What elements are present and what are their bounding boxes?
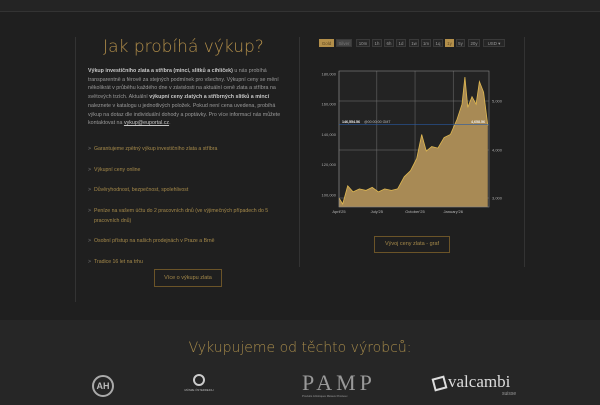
gold-price-chart[interactable]: April'25 July'25 October'25 January'26 100,0…: [300, 60, 525, 220]
right-tick-label: 3,000: [492, 196, 503, 201]
crosshair-right-value: 4,658.56: [471, 120, 485, 124]
currency-select[interactable]: USD ▾: [483, 39, 505, 47]
pamp-subtitle: Produits Artistiques Métaux Précieux: [302, 394, 348, 398]
range-1w-button[interactable]: 1w: [409, 39, 419, 47]
range-1d-button[interactable]: 1d: [396, 39, 406, 47]
feature-item: Peníze na vašem účtu do 2 pracovních dnů…: [88, 206, 293, 226]
range-6h-button[interactable]: 6h: [384, 39, 394, 47]
valcambi-logo: valcambi: [448, 372, 511, 391]
x-tick-label: October'25: [405, 209, 425, 214]
argor-heraeus-logo: AH: [92, 375, 114, 397]
pamp-logo: PAMP: [302, 370, 376, 395]
feature-item: Garantujeme zpětný výkup investičního zl…: [88, 144, 293, 154]
range-10m-button[interactable]: 10m: [356, 39, 370, 47]
crosshair-time: @00:00:00 GMT: [364, 120, 391, 124]
feature-item: Důvěryhodnost, bezpečnost, spolehlivost: [88, 185, 293, 195]
y-tick-label: 180,000: [322, 72, 337, 77]
x-tick-label: July'25: [371, 209, 384, 214]
more-about-buyback-button[interactable]: Více o výkupu zlata: [154, 269, 222, 287]
range-5y-button[interactable]: 5y: [456, 39, 465, 47]
range-1y-button[interactable]: 1y: [445, 39, 454, 47]
metal-silver-button[interactable]: Silver: [336, 39, 352, 47]
range-20y-button[interactable]: 20y: [468, 39, 480, 47]
y-tick-label: 100,000: [322, 192, 337, 197]
right-tick-label: 5,000: [492, 99, 503, 104]
valcambi-subtitle: suisse: [502, 391, 517, 397]
y-tick-label: 160,000: [322, 102, 337, 107]
intro-text-3: .: [169, 120, 171, 127]
feature-item: Tradice 16 let na trhu: [88, 257, 293, 267]
metal-gold-button[interactable]: Gold: [319, 39, 334, 47]
y-tick-label: 140,000: [322, 132, 337, 137]
munze-osterreich-logo: [193, 374, 205, 386]
intro-text-2: naleznete v katalogu u jednotlivých polo…: [88, 102, 281, 127]
buyback-info-panel: Jak probíhá výkup? Výkup investičního zl…: [75, 37, 290, 302]
range-1q-button[interactable]: 1q: [433, 39, 443, 47]
x-tick-label: April'25: [332, 209, 346, 214]
range-1m-button[interactable]: 1m: [421, 39, 431, 47]
feature-item: Výkupní ceny online: [88, 165, 293, 175]
range-1h-button[interactable]: 1h: [372, 39, 382, 47]
intro-bold-2: výkupní ceny zlatých a stříbrných slitků…: [149, 94, 270, 101]
price-area: [339, 77, 488, 207]
page-title: Jak probíhá výkup?: [103, 37, 264, 57]
top-bar: [0, 0, 600, 12]
chart-panel: [299, 37, 525, 267]
chevron-down-icon: ▾: [498, 41, 501, 46]
right-tick-label: 4,000: [492, 148, 503, 153]
price-line: [338, 76, 489, 206]
currency-value: USD: [487, 41, 497, 46]
x-tick-label: January'26: [444, 209, 464, 214]
intro-bold-1: Výkup investičního zlata a stříbra (minc…: [88, 68, 233, 74]
feature-item: Osobní přístup na našich prodejnách v Pr…: [88, 236, 293, 246]
y-tick-label: 120,000: [322, 162, 337, 167]
intro-text: Výkup investičního zlata a stříbra (minc…: [88, 67, 288, 128]
munze-text: MÜNZE ÖSTERREICH: [184, 388, 214, 392]
email-link[interactable]: vykup@euportal.cz: [123, 120, 170, 127]
crosshair-value: 146,554.56: [342, 120, 360, 124]
plot-frame: [338, 70, 490, 208]
gold-price-chart-button[interactable]: Vývoj ceny zlata - graf: [374, 236, 450, 253]
intro-text-1: u nás probíhá transparentně a férově za …: [88, 68, 279, 101]
feature-list: Garantujeme zpětný výkup investičního zl…: [88, 144, 293, 277]
manufacturers-title: Vykupujeme od těchto výrobců:: [188, 340, 412, 356]
